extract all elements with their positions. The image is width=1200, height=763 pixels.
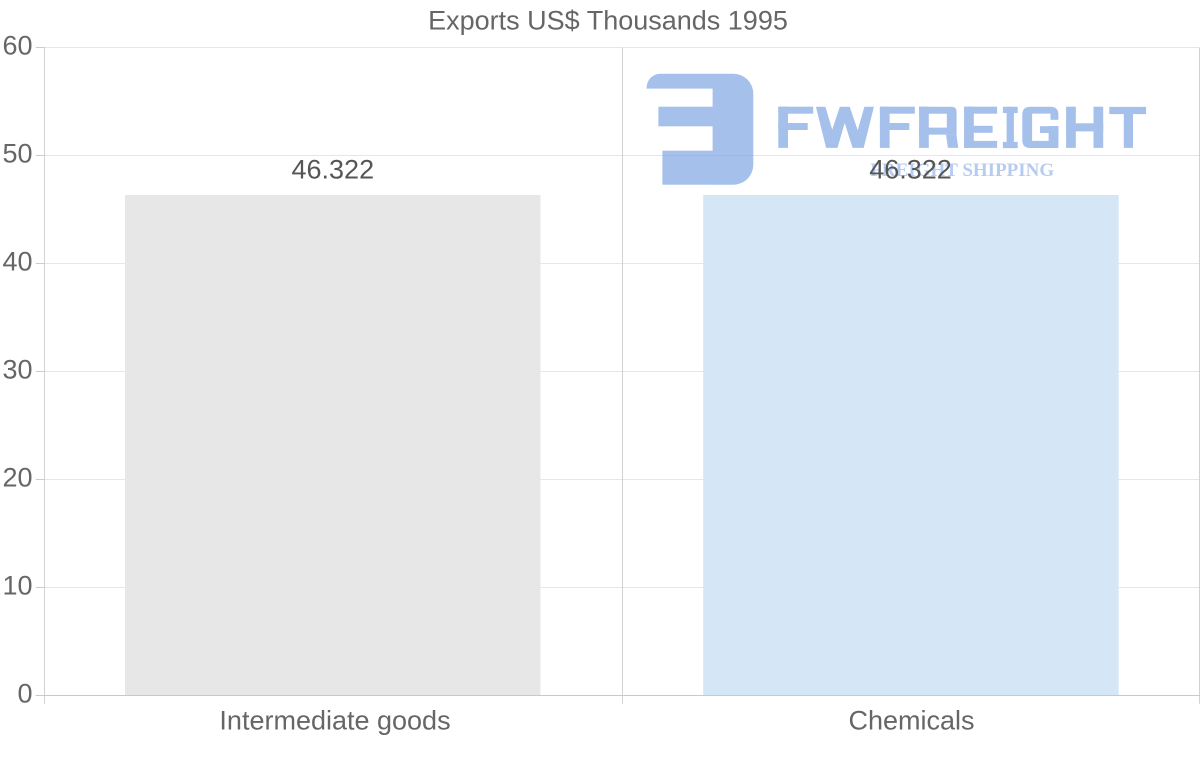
svg-text:40: 40	[2, 247, 32, 277]
svg-text:Exports US$ Thousands 1995: Exports US$ Thousands 1995	[428, 6, 788, 36]
svg-text:0: 0	[17, 679, 32, 709]
svg-text:Intermediate goods: Intermediate goods	[219, 705, 450, 735]
svg-text:FREIGHT SHIPPING: FREIGHT SHIPPING	[870, 160, 1054, 181]
svg-text:60: 60	[2, 31, 32, 61]
svg-text:Chemicals: Chemicals	[848, 705, 974, 735]
svg-text:30: 30	[2, 355, 32, 385]
svg-text:10: 10	[2, 571, 32, 601]
svg-text:46.322: 46.322	[869, 154, 952, 184]
svg-text:20: 20	[2, 463, 32, 493]
svg-text:50: 50	[2, 139, 32, 169]
svg-text:46.322: 46.322	[292, 154, 375, 184]
